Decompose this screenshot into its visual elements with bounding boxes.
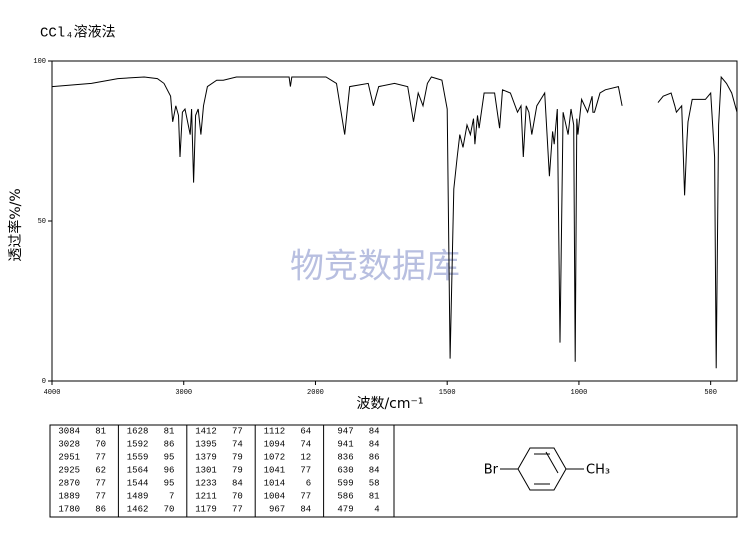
y-axis-label: 透过率%/% <box>7 188 24 261</box>
peak-wavenumber: 1559 <box>127 452 149 462</box>
peak-wavenumber: 1628 <box>127 426 149 436</box>
double-bond <box>545 451 559 474</box>
peak-wavenumber: 1564 <box>127 465 149 475</box>
peak-wavenumber: 1889 <box>58 491 80 501</box>
plot-frame <box>51 60 738 382</box>
peak-transmittance: 7 <box>169 491 174 501</box>
peak-wavenumber: 630 <box>337 465 353 475</box>
watermark: 物竞数据库 <box>290 247 460 287</box>
peak-transmittance: 81 <box>369 491 380 501</box>
peak-transmittance: 84 <box>232 478 243 488</box>
peak-wavenumber: 2925 <box>58 465 80 475</box>
x-tick-label: 1000 <box>571 389 588 397</box>
peak-wavenumber: 1395 <box>195 439 217 449</box>
peak-transmittance: 84 <box>369 465 380 475</box>
peak-wavenumber: 1379 <box>195 452 217 462</box>
x-tick-label: 1500 <box>439 389 456 397</box>
peak-transmittance: 84 <box>369 439 380 449</box>
peak-transmittance: 77 <box>95 491 106 501</box>
substituent-label: Br <box>484 463 499 478</box>
peak-transmittance: 74 <box>300 439 311 449</box>
peak-wavenumber: 2870 <box>58 478 80 488</box>
peak-wavenumber: 1233 <box>195 478 217 488</box>
peak-wavenumber: 1462 <box>127 504 149 514</box>
peak-wavenumber: 1112 <box>264 426 286 436</box>
peak-transmittance: 77 <box>300 465 311 475</box>
peak-wavenumber: 586 <box>337 491 353 501</box>
peak-transmittance: 95 <box>164 452 175 462</box>
peak-wavenumber: 941 <box>337 439 353 449</box>
peak-transmittance: 12 <box>300 452 311 462</box>
peak-wavenumber: 1544 <box>127 478 149 488</box>
peak-wavenumber: 1072 <box>264 452 286 462</box>
peak-wavenumber: 1041 <box>264 465 286 475</box>
peak-wavenumber: 3084 <box>58 426 80 436</box>
peak-wavenumber: 1211 <box>195 491 217 501</box>
peak-transmittance: 79 <box>232 452 243 462</box>
peak-transmittance: 86 <box>369 452 380 462</box>
peak-wavenumber: 3028 <box>58 439 80 449</box>
peak-wavenumber: 947 <box>337 426 353 436</box>
y-tick-label: 50 <box>38 218 46 226</box>
peak-transmittance: 84 <box>300 504 311 514</box>
peak-transmittance: 84 <box>369 426 380 436</box>
structure: Br CH₃ <box>484 447 610 491</box>
x-tick-label: 2000 <box>307 389 324 397</box>
x-tick-label: 3000 <box>175 389 192 397</box>
chart-title: CCl₄溶液法 <box>40 25 116 42</box>
peak-transmittance: 74 <box>232 439 243 449</box>
peak-wavenumber: 2951 <box>58 452 80 462</box>
peak-transmittance: 70 <box>95 439 106 449</box>
peak-wavenumber: 599 <box>337 478 353 488</box>
y-tick-label: 100 <box>33 58 46 66</box>
peak-transmittance: 96 <box>164 465 175 475</box>
substituent-label: CH₃ <box>586 463 610 478</box>
peak-wavenumber: 1094 <box>264 439 286 449</box>
peak-wavenumber: 1412 <box>195 426 217 436</box>
peak-transmittance: 6 <box>306 478 311 488</box>
peak-transmittance: 95 <box>164 478 175 488</box>
peak-wavenumber: 836 <box>337 452 353 462</box>
peak-transmittance: 81 <box>164 426 175 436</box>
peak-transmittance: 77 <box>95 452 106 462</box>
peak-wavenumber: 1489 <box>127 491 149 501</box>
peak-wavenumber: 1014 <box>264 478 286 488</box>
peak-wavenumber: 1301 <box>195 465 217 475</box>
peak-wavenumber: 1780 <box>58 504 80 514</box>
peak-wavenumber: 1592 <box>127 439 149 449</box>
peak-transmittance: 70 <box>164 504 175 514</box>
peak-transmittance: 77 <box>95 478 106 488</box>
peak-transmittance: 70 <box>232 491 243 501</box>
peak-wavenumber: 479 <box>337 504 353 514</box>
peak-wavenumber: 1179 <box>195 504 217 514</box>
peak-transmittance: 64 <box>300 426 311 436</box>
peak-transmittance: 86 <box>164 439 175 449</box>
peak-transmittance: 58 <box>369 478 380 488</box>
peak-transmittance: 77 <box>232 504 243 514</box>
peak-transmittance: 4 <box>374 504 379 514</box>
y-tick-label: 0 <box>42 378 46 386</box>
peak-transmittance: 86 <box>95 504 106 514</box>
x-tick-label: 500 <box>704 389 717 397</box>
peak-transmittance: 77 <box>232 426 243 436</box>
peak-transmittance: 81 <box>95 426 106 436</box>
spectrum-line <box>51 75 738 369</box>
peak-transmittance: 79 <box>232 465 243 475</box>
peak-wavenumber: 1004 <box>264 491 286 501</box>
x-axis-label: 波数/cm⁻¹ <box>356 396 423 412</box>
peak-wavenumber: 967 <box>269 504 285 514</box>
peak-transmittance: 62 <box>95 465 106 475</box>
x-tick-label: 4000 <box>44 389 61 397</box>
peak-transmittance: 77 <box>300 491 311 501</box>
